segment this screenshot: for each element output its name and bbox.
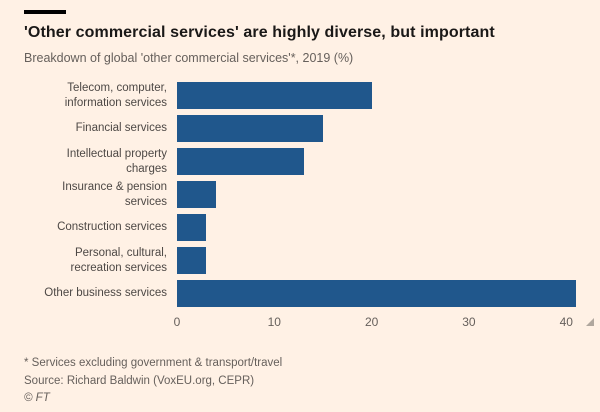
- chart-row: Other business services: [24, 277, 576, 310]
- x-tick-label: 20: [364, 315, 379, 329]
- ft-copyright: © FT: [24, 392, 50, 405]
- value-bar: [177, 280, 576, 307]
- chart-row: Financial services: [24, 112, 576, 145]
- footnote: * Services excluding government & transp…: [24, 357, 283, 369]
- category-label: Telecom, computer, information services: [64, 81, 167, 109]
- x-tick-label: 30: [462, 315, 476, 329]
- chart-row: Telecom, computer, information services: [24, 79, 576, 112]
- value-bar: [177, 247, 207, 274]
- category-label: Intellectual property charges: [66, 147, 167, 175]
- x-tick-label: 10: [267, 315, 281, 329]
- row-plot-area: [177, 112, 576, 145]
- resize-handle-icon: [586, 318, 594, 326]
- headline-rule: [24, 10, 66, 14]
- value-bar: [177, 82, 372, 109]
- chart-subtitle: Breakdown of global 'other commercial se…: [24, 51, 354, 65]
- row-plot-area: [177, 277, 576, 310]
- category-label: Financial services: [75, 122, 167, 135]
- bar-chart: Telecom, computer, information services F…: [24, 79, 576, 310]
- row-plot-area: [177, 244, 576, 277]
- value-bar: [177, 214, 207, 241]
- value-bar: [177, 115, 323, 142]
- chart-row: Intellectual property charges: [24, 145, 576, 178]
- x-axis: 0 10 20 30 40: [24, 310, 576, 330]
- row-plot-area: [177, 211, 576, 244]
- category-label: Construction services: [57, 221, 167, 234]
- chart-row: Personal, cultural, recreation services: [24, 244, 576, 277]
- x-tick-label: 0: [173, 315, 181, 329]
- category-label: Other business services: [44, 287, 167, 300]
- chart-row: Construction services: [24, 211, 576, 244]
- source-line: Source: Richard Baldwin (VoxEU.org, CEPR…: [24, 374, 255, 387]
- category-label: Personal, cultural, recreation services: [70, 246, 167, 274]
- chart-footer: * Services excluding government & transp…: [24, 356, 576, 407]
- chart-title: 'Other commercial services' are highly d…: [24, 24, 495, 41]
- chart-row: Insurance & pension services: [24, 178, 576, 211]
- value-bar: [177, 181, 216, 208]
- category-label: Insurance & pension services: [62, 180, 167, 208]
- row-plot-area: [177, 145, 576, 178]
- row-plot-area: [177, 178, 576, 211]
- value-bar: [177, 148, 304, 175]
- x-tick-label: 40: [559, 315, 573, 329]
- axis-spacer: [24, 310, 177, 330]
- axis-track: 0 10 20 30 40: [173, 310, 576, 330]
- row-plot-area: [177, 79, 576, 112]
